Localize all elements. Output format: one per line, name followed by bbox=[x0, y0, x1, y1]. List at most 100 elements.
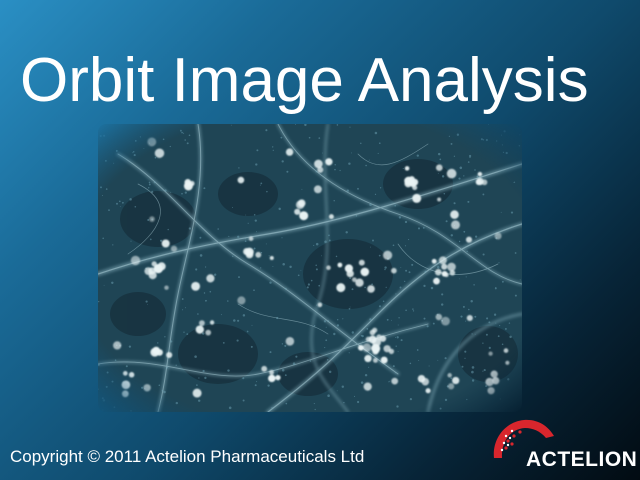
speckle bbox=[388, 381, 390, 383]
speckle bbox=[514, 294, 517, 297]
cell-nucleus bbox=[328, 214, 334, 220]
speckle bbox=[466, 250, 468, 253]
speckle bbox=[276, 316, 279, 320]
cell-nucleus bbox=[360, 267, 370, 277]
speckle bbox=[349, 306, 351, 308]
speckle bbox=[98, 388, 99, 390]
speckle bbox=[450, 142, 453, 145]
speckle bbox=[313, 403, 315, 405]
cell-nucleus bbox=[365, 336, 372, 342]
cell-nucleus bbox=[412, 193, 422, 203]
speckle bbox=[463, 175, 465, 177]
cell-nucleus bbox=[364, 354, 372, 363]
speckle bbox=[379, 187, 382, 189]
cell-nucleus bbox=[362, 343, 372, 352]
speckle bbox=[469, 156, 471, 159]
speckle bbox=[463, 230, 466, 233]
speckle bbox=[485, 138, 488, 142]
cell-nucleus bbox=[465, 236, 473, 243]
speckle bbox=[482, 370, 484, 372]
speckle bbox=[437, 266, 440, 269]
cell-nucleus bbox=[488, 351, 493, 356]
speckle bbox=[336, 324, 340, 327]
speckle bbox=[328, 239, 331, 242]
speckle bbox=[349, 126, 351, 128]
speckle bbox=[247, 222, 249, 224]
speckle bbox=[384, 266, 387, 269]
speckle bbox=[360, 142, 362, 145]
speckle bbox=[281, 160, 284, 163]
speckle bbox=[164, 189, 167, 192]
cell-nucleus bbox=[122, 371, 128, 376]
speckle bbox=[308, 136, 311, 139]
speckle bbox=[465, 276, 467, 278]
speckle bbox=[514, 252, 517, 254]
speckle bbox=[497, 335, 500, 338]
speckle bbox=[495, 322, 497, 324]
speckle bbox=[468, 308, 470, 311]
speckle bbox=[488, 346, 491, 349]
speckle bbox=[382, 300, 385, 303]
speckle bbox=[348, 352, 350, 354]
cell-nucleus bbox=[199, 320, 205, 326]
speckle bbox=[458, 240, 461, 243]
speckle bbox=[404, 280, 406, 283]
speckle bbox=[390, 319, 392, 321]
speckle bbox=[402, 167, 404, 170]
speckle bbox=[364, 373, 368, 377]
cell-nucleus bbox=[435, 164, 443, 172]
cell-nucleus bbox=[446, 168, 457, 179]
cell-nucleus bbox=[421, 377, 430, 386]
speckle bbox=[324, 347, 326, 349]
speckle bbox=[430, 286, 434, 290]
speckle bbox=[202, 369, 205, 373]
speckle bbox=[272, 149, 274, 151]
cell-nucleus bbox=[372, 357, 378, 363]
speckle bbox=[253, 214, 256, 216]
speckle bbox=[300, 269, 302, 271]
speckle bbox=[284, 374, 287, 377]
speckle bbox=[351, 331, 355, 334]
speckle bbox=[326, 359, 329, 361]
speckle bbox=[371, 283, 373, 286]
speckle bbox=[101, 195, 103, 196]
cell-nucleus bbox=[391, 267, 397, 274]
speckle bbox=[242, 314, 246, 317]
speckle bbox=[106, 371, 109, 374]
speckle bbox=[108, 209, 110, 211]
speckle bbox=[432, 322, 435, 325]
speckle bbox=[510, 226, 512, 228]
speckle bbox=[348, 162, 351, 165]
cell-nucleus bbox=[295, 200, 305, 210]
speckle bbox=[392, 365, 395, 368]
speckle bbox=[289, 265, 292, 269]
speckle bbox=[400, 267, 402, 268]
cell-nucleus bbox=[313, 185, 322, 194]
speckle bbox=[282, 263, 285, 266]
cell-nucleus bbox=[503, 348, 509, 353]
speckle bbox=[186, 333, 189, 335]
speckle bbox=[377, 152, 379, 154]
speckle bbox=[301, 188, 303, 190]
speckle bbox=[254, 384, 257, 387]
speckle bbox=[450, 234, 454, 237]
speckle bbox=[519, 279, 521, 281]
speckle bbox=[503, 130, 506, 133]
cell-nucleus bbox=[372, 327, 378, 333]
speckle bbox=[412, 310, 415, 312]
speckle bbox=[188, 134, 191, 137]
speckle bbox=[306, 286, 309, 289]
speckle bbox=[441, 175, 445, 178]
speckle bbox=[183, 132, 185, 134]
speckle bbox=[256, 381, 258, 383]
speckle bbox=[307, 283, 310, 286]
speckle bbox=[256, 149, 259, 152]
cell-nucleus bbox=[317, 166, 324, 173]
speckle bbox=[445, 220, 448, 223]
speckle bbox=[260, 267, 262, 269]
speckle bbox=[325, 339, 328, 342]
speckle bbox=[260, 182, 263, 185]
speckle bbox=[366, 328, 369, 330]
speckle bbox=[98, 363, 100, 366]
speckle bbox=[453, 202, 456, 205]
